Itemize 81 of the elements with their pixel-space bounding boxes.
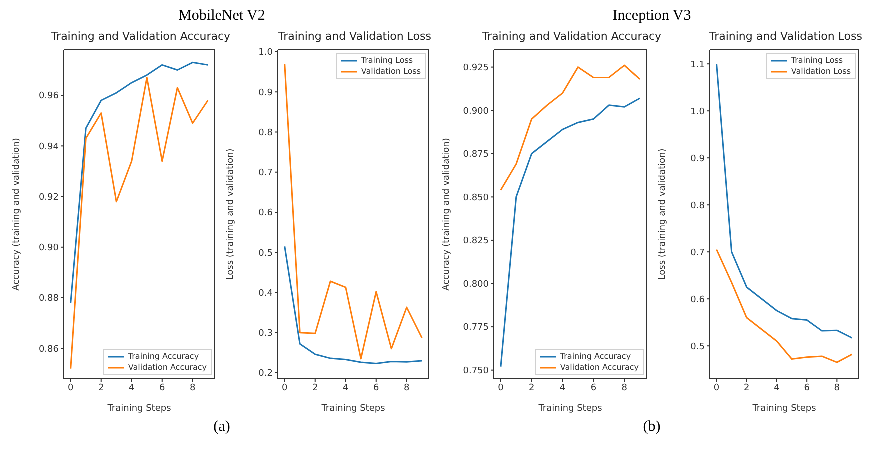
- chart-title: Training and Validation Accuracy: [50, 30, 231, 45]
- y-tick-label: 0.875: [463, 150, 489, 160]
- x-axis-title: Training Steps: [752, 404, 817, 414]
- text: MobileNet V2: [178, 8, 266, 26]
- x-tick-label: 2: [98, 383, 104, 394]
- x-tick-label: 2: [312, 383, 318, 394]
- y-tick-label: 0.9: [690, 154, 706, 164]
- line-series: [716, 249, 853, 364]
- y-tick-label: 0.5: [690, 342, 705, 352]
- x-axis-title: Training Steps: [106, 404, 172, 414]
- y-tick-label: 1.0: [258, 48, 274, 58]
- x-tick-label: 2: [528, 383, 535, 394]
- x-tick-label: 0: [68, 383, 74, 394]
- y-axis-title: Loss (training and validation): [658, 148, 668, 280]
- legend-label: Training Accuracy: [128, 351, 200, 362]
- chart-title: Training and Validation Accuracy: [481, 30, 662, 45]
- y-tick-label: 0.925: [463, 64, 489, 74]
- line-series: [284, 63, 423, 360]
- chart-title: Training and Validation Loss: [709, 30, 863, 43]
- x-tick-label: 6: [590, 383, 597, 394]
- y-tick-label: 0.96: [38, 92, 60, 102]
- x-tick-label: 8: [190, 383, 196, 394]
- legend-label: Training Loss: [361, 55, 414, 66]
- chart-title: Training and Validation Loss: [278, 30, 432, 43]
- line-series: [70, 62, 209, 304]
- y-tick-label: 0.88: [38, 294, 60, 304]
- y-tick-label: 0.800: [463, 280, 490, 290]
- x-tick-label: 4: [343, 383, 350, 394]
- y-tick-label: 0.7: [690, 248, 705, 258]
- y-axis-title: Accuracy (training and validation): [12, 138, 22, 291]
- y-axis-title: Accuracy (training and validation): [442, 138, 452, 291]
- line-series: [284, 246, 423, 365]
- y-tick-label: 0.5: [258, 248, 273, 259]
- y-tick-label: 0.900: [463, 106, 490, 117]
- x-tick-label: 0: [282, 383, 288, 394]
- y-tick-label: 0.90: [38, 244, 60, 254]
- legend-label: Validation Loss: [791, 66, 851, 77]
- x-tick-label: 4: [774, 383, 780, 394]
- x-tick-label: 0: [498, 383, 504, 394]
- legend-label: Training Accuracy: [560, 351, 632, 362]
- y-tick-label: 1.0: [690, 107, 706, 118]
- x-tick-label: 2: [744, 383, 750, 394]
- x-tick-label: 6: [374, 383, 380, 394]
- text: (a): [214, 419, 230, 436]
- x-tick-label: 8: [834, 383, 840, 394]
- y-tick-label: 0.750: [463, 366, 490, 377]
- y-tick-label: 0.4: [258, 288, 274, 299]
- x-tick-label: 6: [160, 383, 166, 394]
- y-tick-label: 0.7: [258, 168, 273, 179]
- y-tick-label: 1.1: [690, 60, 705, 70]
- y-tick-label: 0.850: [463, 193, 490, 204]
- x-tick-label: 6: [804, 383, 810, 394]
- x-axis-title: Training Steps: [538, 404, 603, 414]
- x-axis-title: Training Steps: [320, 404, 386, 414]
- y-axis-title: Loss (training and validation): [226, 148, 236, 280]
- line-series: [500, 64, 641, 192]
- text: Inception V3: [612, 8, 692, 26]
- y-tick-label: 0.775: [463, 323, 489, 334]
- y-tick-label: 0.92: [38, 192, 59, 203]
- legend-label: Validation Accuracy: [128, 362, 207, 373]
- y-tick-label: 0.9: [258, 88, 274, 98]
- y-tick-label: 0.2: [258, 369, 273, 380]
- x-tick-label: 8: [404, 383, 410, 394]
- y-tick-label: 0.825: [463, 236, 489, 247]
- y-tick-label: 0.3: [258, 329, 273, 340]
- y-tick-label: 0.8: [690, 201, 706, 212]
- y-tick-label: 0.86: [38, 344, 60, 355]
- line-series: [716, 63, 853, 339]
- x-tick-label: 0: [714, 383, 720, 394]
- x-tick-label: 4: [129, 383, 136, 394]
- y-tick-label: 0.8: [258, 128, 274, 138]
- y-tick-label: 0.6: [258, 208, 274, 219]
- x-tick-label: 8: [622, 383, 628, 394]
- y-tick-label: 0.94: [38, 142, 60, 152]
- line-series: [70, 77, 209, 370]
- legend-label: Validation Loss: [361, 66, 421, 77]
- y-tick-label: 0.6: [690, 295, 706, 306]
- legend-label: Validation Accuracy: [560, 362, 639, 373]
- text: (b): [643, 419, 661, 436]
- x-tick-label: 4: [560, 383, 566, 394]
- legend-label: Training Loss: [791, 55, 844, 66]
